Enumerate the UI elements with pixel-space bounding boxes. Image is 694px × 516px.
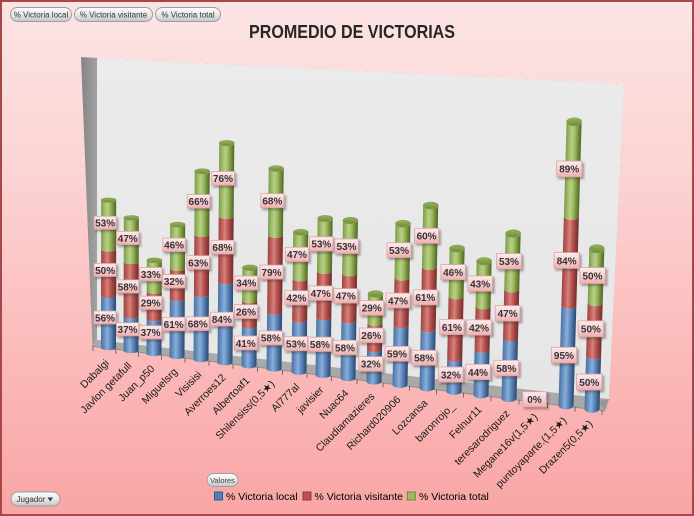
svg-text:84%: 84% xyxy=(212,315,232,326)
svg-text:50%: 50% xyxy=(581,325,601,336)
svg-text:46%: 46% xyxy=(164,241,184,252)
svg-text:47%: 47% xyxy=(311,289,331,300)
svg-text:89%: 89% xyxy=(559,165,579,176)
svg-text:61%: 61% xyxy=(442,323,462,334)
svg-text:61%: 61% xyxy=(415,293,435,304)
svg-text:50%: 50% xyxy=(583,271,603,282)
svg-text:29%: 29% xyxy=(141,299,161,310)
svg-text:32%: 32% xyxy=(361,360,381,371)
svg-text:50%: 50% xyxy=(579,378,599,389)
svg-text:53%: 53% xyxy=(499,257,519,268)
svg-text:44%: 44% xyxy=(468,368,488,379)
svg-text:58%: 58% xyxy=(261,334,281,345)
svg-text:% Victoria total: % Victoria total xyxy=(161,11,214,20)
svg-text:43%: 43% xyxy=(470,279,490,290)
svg-text:Jugador: Jugador xyxy=(17,495,46,504)
svg-text:47%: 47% xyxy=(287,250,307,261)
svg-text:0%: 0% xyxy=(527,395,542,406)
svg-text:PROMEDIO DE VICTORIAS: PROMEDIO DE VICTORIAS xyxy=(249,21,455,42)
svg-text:37%: 37% xyxy=(141,328,161,339)
svg-text:61%: 61% xyxy=(164,320,184,331)
svg-text:47%: 47% xyxy=(388,296,408,307)
svg-text:59%: 59% xyxy=(387,350,407,361)
svg-text:68%: 68% xyxy=(188,320,208,331)
svg-text:53%: 53% xyxy=(95,219,115,230)
svg-text:68%: 68% xyxy=(212,243,232,254)
svg-text:53%: 53% xyxy=(311,240,331,251)
svg-text:% Victoria total: % Victoria total xyxy=(419,491,489,503)
svg-text:58%: 58% xyxy=(335,343,355,354)
svg-text:58%: 58% xyxy=(310,340,330,351)
svg-text:68%: 68% xyxy=(262,196,282,207)
svg-text:32%: 32% xyxy=(441,370,461,381)
svg-text:50%: 50% xyxy=(95,266,115,277)
svg-text:63%: 63% xyxy=(188,258,208,269)
svg-text:58%: 58% xyxy=(496,364,516,375)
svg-text:42%: 42% xyxy=(469,323,489,334)
svg-text:60%: 60% xyxy=(417,232,437,243)
svg-text:58%: 58% xyxy=(414,354,434,365)
svg-text:26%: 26% xyxy=(361,331,381,342)
svg-text:37%: 37% xyxy=(118,325,138,336)
svg-text:79%: 79% xyxy=(262,268,282,279)
svg-text:53%: 53% xyxy=(286,339,306,350)
svg-text:29%: 29% xyxy=(362,304,382,315)
svg-text:47%: 47% xyxy=(498,309,518,320)
svg-text:Valores: Valores xyxy=(210,476,235,485)
svg-text:33%: 33% xyxy=(141,270,161,281)
svg-text:46%: 46% xyxy=(443,268,463,279)
svg-text:26%: 26% xyxy=(236,307,256,318)
svg-text:84%: 84% xyxy=(557,256,577,267)
svg-text:% Victoria visitante: % Victoria visitante xyxy=(315,491,404,503)
svg-text:41%: 41% xyxy=(236,339,256,350)
svg-text:% Victoria visitante: % Victoria visitante xyxy=(80,11,148,20)
svg-text:% Victoria local: % Victoria local xyxy=(14,11,69,20)
svg-text:47%: 47% xyxy=(118,234,138,245)
svg-text:% Victoria local: % Victoria local xyxy=(226,491,298,503)
svg-text:42%: 42% xyxy=(286,294,306,305)
svg-text:32%: 32% xyxy=(164,277,184,288)
svg-text:34%: 34% xyxy=(236,279,256,290)
svg-text:66%: 66% xyxy=(189,197,209,208)
svg-text:76%: 76% xyxy=(213,174,233,185)
svg-text:53%: 53% xyxy=(389,246,409,257)
svg-text:47%: 47% xyxy=(336,292,356,303)
svg-text:56%: 56% xyxy=(95,313,115,324)
svg-text:58%: 58% xyxy=(118,282,138,293)
svg-text:95%: 95% xyxy=(554,351,574,362)
svg-text:53%: 53% xyxy=(337,242,357,253)
